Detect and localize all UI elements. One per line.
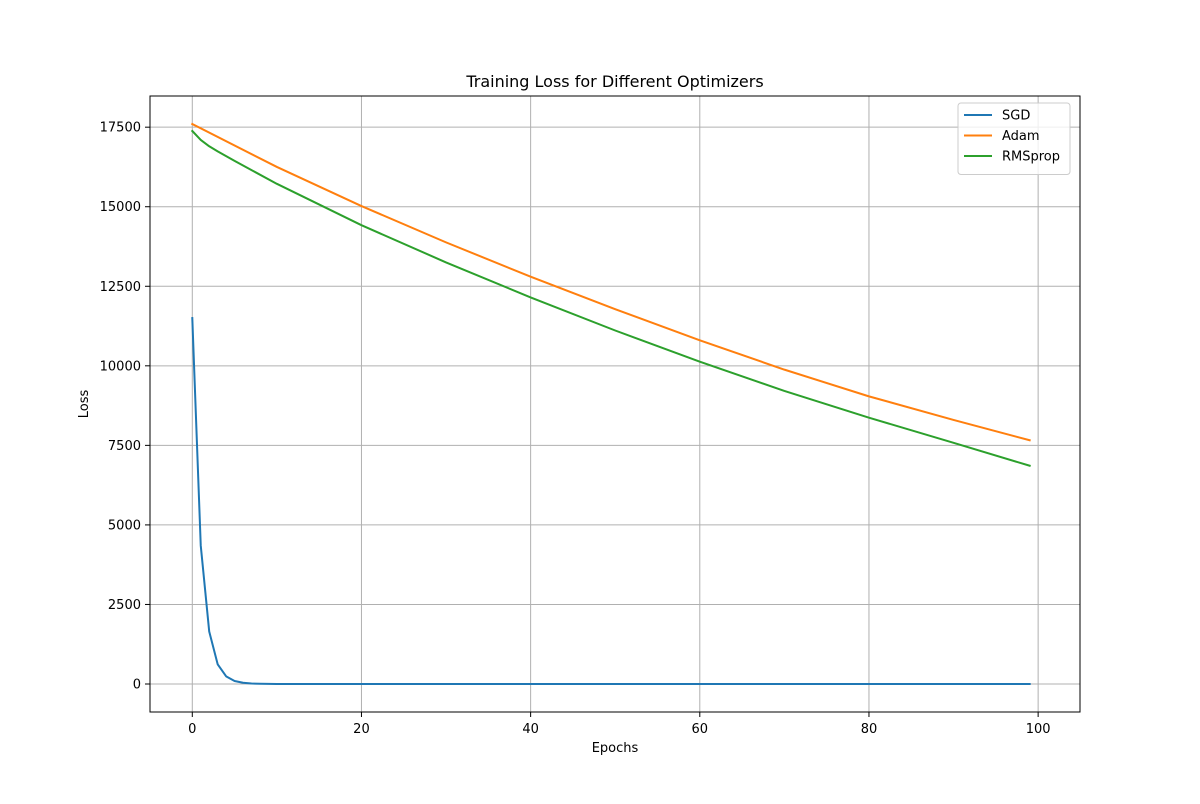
legend: SGD Adam RMSprop [957, 102, 1071, 175]
y-tick-label: 10000 [100, 359, 141, 374]
x-tick-label: 100 [1026, 722, 1051, 737]
y-tick-label: 0 [133, 678, 141, 693]
y-tick-label: 17500 [100, 121, 141, 136]
x-tick-label: 40 [522, 722, 539, 737]
y-axis-label: Loss [77, 390, 92, 419]
plot-area-frame [149, 95, 1081, 713]
grid-lines [150, 96, 1080, 712]
y-tick-label: 15000 [100, 200, 141, 215]
x-tick-label: 0 [188, 722, 196, 737]
series-line-adam [190, 122, 1031, 442]
x-tick-label: 20 [353, 722, 370, 737]
legend-label-rmsprop: RMSprop [1002, 150, 1060, 165]
series-lines [190, 122, 1031, 685]
legend-label-adam: Adam [1002, 129, 1040, 144]
y-axis-ticks: 0 2500 5000 7500 10000 12500 15000 17500 [100, 121, 150, 693]
series-line-sgd [191, 317, 1031, 685]
x-tick-label: 60 [692, 722, 709, 737]
y-tick-label: 7500 [108, 439, 141, 454]
series-line-rmsprop [190, 129, 1031, 467]
y-tick-label: 12500 [100, 280, 141, 295]
chart-title: Training Loss for Different Optimizers [465, 72, 763, 91]
y-tick-label: 2500 [108, 598, 141, 613]
x-axis-label: Epochs [592, 741, 639, 756]
x-tick-label: 80 [861, 722, 878, 737]
legend-label-sgd: SGD [1002, 109, 1030, 124]
x-axis-ticks: 0 20 40 60 80 100 [188, 712, 1051, 737]
y-tick-label: 5000 [108, 518, 141, 533]
